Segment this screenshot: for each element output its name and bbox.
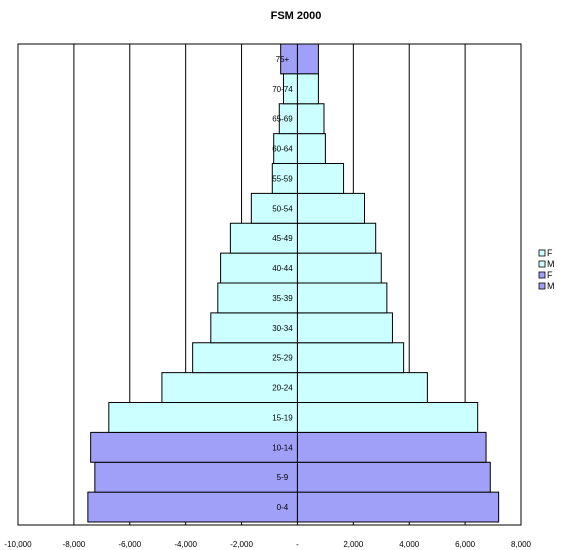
bar-f-40-44 [296,252,382,284]
x-tick-label: 2,000 [343,540,364,549]
age-label: 70-74 [272,85,293,94]
age-label: 10-14 [272,443,293,452]
bar-m-0-4 [87,491,298,523]
bar-m-25-29 [192,342,298,374]
bar-f-75+ [296,43,319,75]
bar-f-55-59 [296,163,345,194]
legend-label: M [547,281,555,291]
age-label: 30-34 [272,324,293,333]
bar-m-40-44 [220,252,298,284]
x-axis-ticks: -10,000 -8,000 -6,000 -4,000 -2,000-2,000 4,0… [4,540,531,549]
age-label: 25-29 [272,354,293,363]
x-tick-label: - [296,540,299,549]
age-label: 0-4 [277,503,289,512]
legend-swatch [538,271,546,279]
legend-swatch [538,249,546,257]
x-tick-label: 8,000 [511,540,532,549]
legend-label: M [547,259,555,269]
bar-f-5-9 [296,461,491,493]
legend-label: F [547,248,553,258]
bar-m-5-9 [94,461,298,493]
plot-area-border [17,43,522,526]
x-tick-label: -8,000 [63,540,86,549]
age-labels: 0-4 5-9 10-14 15-19 20-24 25-29 30-34 35-39 40-4… [272,55,293,512]
bar-f-30-34 [296,312,393,344]
age-label: 75+ [276,55,290,64]
legend-swatch [538,282,546,290]
chart-title: FSM 2000 [271,10,322,22]
age-label: 15-19 [272,413,293,422]
age-label: 50-54 [272,204,293,213]
age-label: 35-39 [272,294,293,303]
age-label: 60-64 [272,145,293,154]
bar-f-20-24 [296,372,428,403]
x-tick-label: -4,000 [174,540,197,549]
x-tick-label: -2,000 [230,540,253,549]
bar-m-15-19 [108,402,298,433]
x-tick-label: 6,000 [455,540,476,549]
bar-m-35-39 [217,282,298,314]
age-label: 20-24 [272,384,293,393]
x-tick-label: 4,000 [399,540,420,549]
age-label: 45-49 [272,234,293,243]
bar-f-15-19 [296,402,479,433]
bar-f-70-74 [296,73,319,105]
bar-f-10-14 [296,431,487,463]
bars [87,43,500,523]
age-label: 5-9 [277,473,289,482]
bar-f-25-29 [296,342,405,374]
bar-f-35-39 [296,282,388,314]
age-label: 65-69 [272,115,293,124]
bar-f-65-69 [296,103,325,135]
x-tick-label: -10,000 [4,540,32,549]
bar-f-60-64 [296,133,326,164]
bar-f-0-4 [296,491,500,523]
age-label: 55-59 [272,174,293,183]
x-tick-label: -6,000 [118,540,141,549]
legend-swatch [538,260,546,268]
legend-label: F [547,270,553,280]
bar-m-20-24 [161,372,298,403]
bar-m-10-14 [90,431,298,463]
bar-f-50-54 [296,192,366,224]
age-label: 40-44 [272,264,293,273]
bar-f-45-49 [296,222,377,254]
